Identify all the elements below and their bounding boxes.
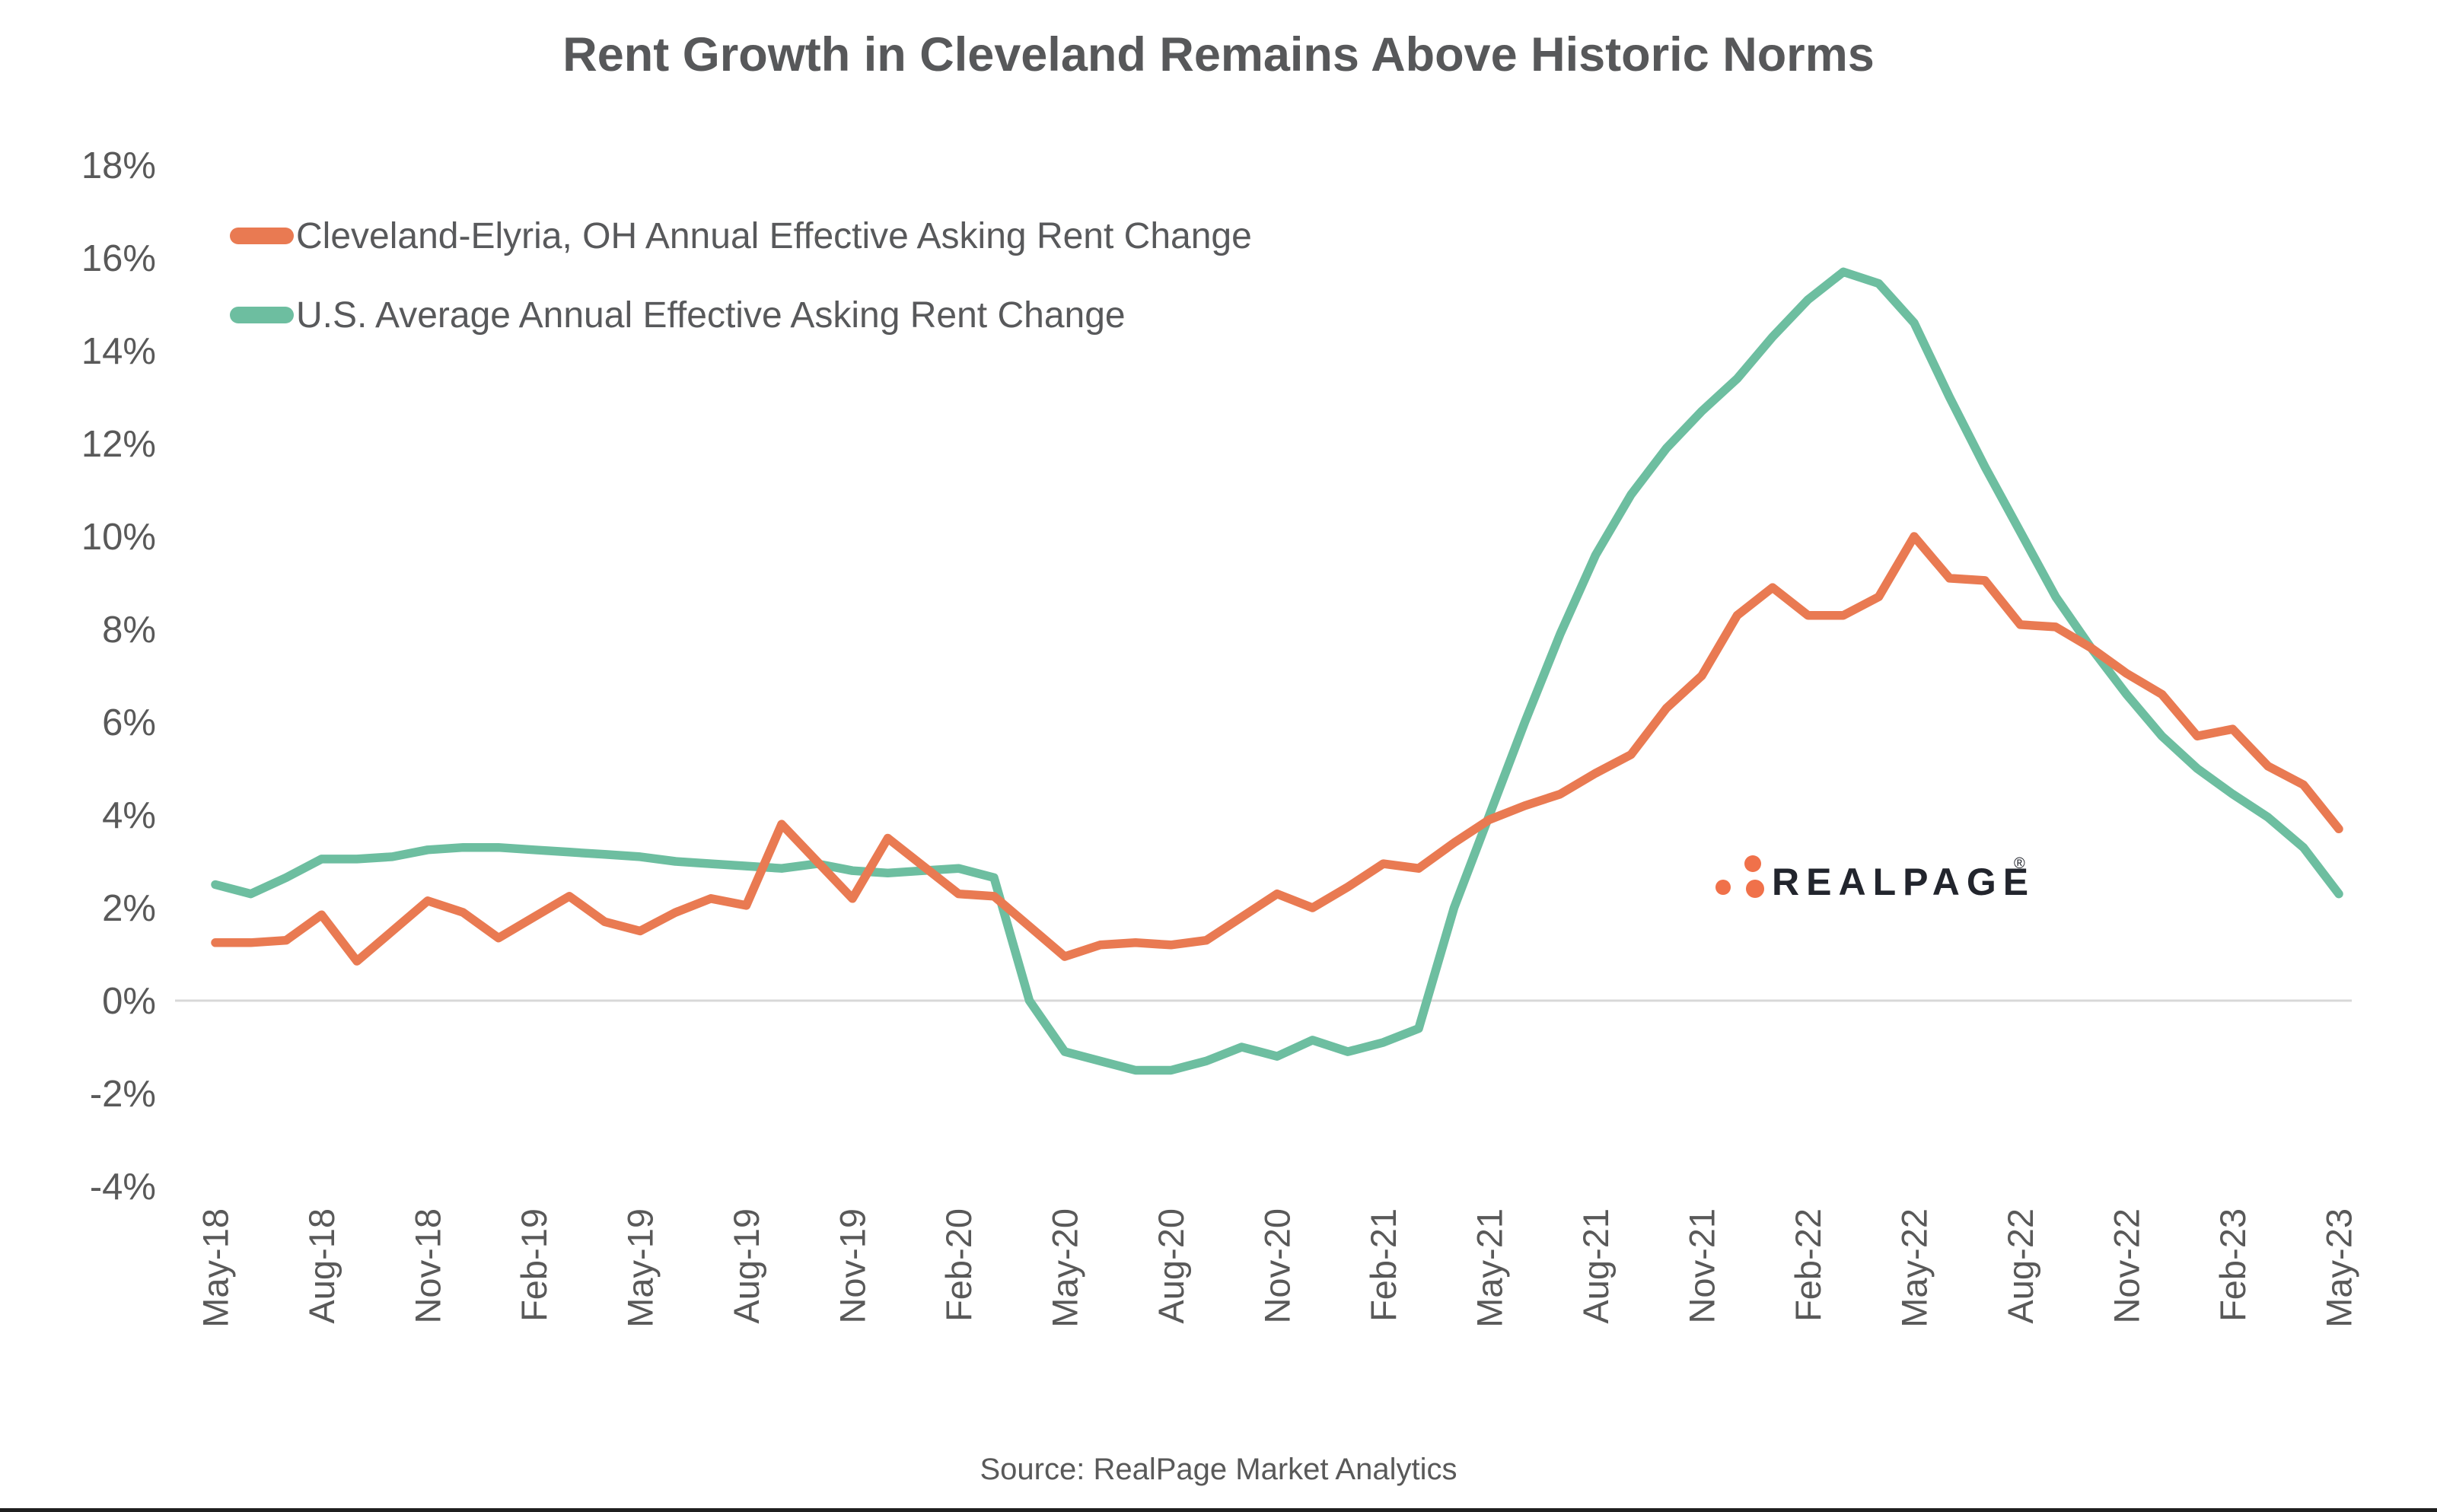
us-average-series-label: U.S. Average Annual Effective Asking Ren…: [296, 294, 1126, 336]
y-axis-tick-label: 16%: [81, 238, 156, 279]
cleveland-series-swatch: [230, 228, 294, 244]
x-axis-tick-label: May-21: [1469, 1208, 1509, 1328]
realpage-logo: REALPAGE ®: [1711, 843, 2031, 912]
logo-dot-bottom-right: [1746, 880, 1764, 898]
cleveland-line: [211, 532, 2343, 966]
logo-dot-bottom-left: [1715, 880, 1731, 895]
logo-dot-top: [1744, 855, 1761, 872]
x-axis-tick-label: May-20: [1044, 1208, 1085, 1328]
x-axis-tick-label: Feb-23: [2212, 1208, 2253, 1322]
x-axis-tick-label: Nov-20: [1257, 1208, 1297, 1324]
chart-title: Rent Growth in Cleveland Remains Above H…: [562, 28, 1875, 81]
y-axis-tick-label: 14%: [81, 331, 156, 372]
y-axis-tick-label: 8%: [102, 610, 156, 651]
logo-registered-mark: ®: [2014, 855, 2025, 872]
x-axis-tick-label: Nov-18: [407, 1208, 448, 1324]
x-axis-tick-label: Aug-20: [1151, 1208, 1191, 1324]
x-axis-tick-label: Feb-19: [514, 1208, 554, 1322]
x-axis-tick-label: Aug-21: [1575, 1208, 1616, 1324]
legend-item-cleveland: Cleveland-Elyria, OH Annual Effective As…: [230, 196, 1252, 275]
x-axis-tick-label: Nov-22: [2106, 1208, 2146, 1324]
x-axis-tick-label: May-18: [195, 1208, 235, 1328]
source-attribution: Source: RealPage Market Analytics: [980, 1453, 1457, 1486]
y-axis-tick-label: -2%: [90, 1074, 156, 1115]
x-axis-tick-label: Aug-18: [301, 1208, 342, 1324]
y-axis-tick-label: 4%: [102, 795, 156, 836]
legend: Cleveland-Elyria, OH Annual Effective As…: [230, 196, 1252, 355]
y-axis-tick-label: 18%: [81, 145, 156, 186]
logo-wordmark: REALPAGE: [1772, 861, 2036, 903]
y-axis-tick-label: 12%: [81, 424, 156, 465]
x-axis-tick-label: Feb-20: [938, 1208, 979, 1322]
us-average-series-swatch: [230, 307, 294, 323]
y-axis-tick-label: 2%: [102, 888, 156, 929]
y-axis-tick-label: 10%: [81, 517, 156, 558]
y-axis-tick-label: 0%: [102, 981, 156, 1022]
x-axis-tick-label: May-19: [620, 1208, 660, 1328]
us-average-line: [211, 267, 2343, 1075]
x-axis-tick-label: Feb-21: [1363, 1208, 1403, 1322]
x-axis-tick-label: Nov-19: [832, 1208, 872, 1324]
y-axis-tick-label: -4%: [90, 1167, 156, 1208]
cleveland-series-label: Cleveland-Elyria, OH Annual Effective As…: [296, 215, 1252, 256]
x-axis-tick-label: Aug-22: [2000, 1208, 2040, 1324]
y-axis-tick-label: 6%: [102, 702, 156, 743]
x-axis-tick-label: Aug-19: [726, 1208, 766, 1324]
x-axis-tick-label: Feb-22: [1788, 1208, 1828, 1322]
legend-item-us-average: U.S. Average Annual Effective Asking Ren…: [230, 275, 1252, 355]
x-axis-tick-label: May-23: [2318, 1208, 2359, 1328]
x-axis-tick-label: Nov-21: [1681, 1208, 1722, 1324]
x-axis-tick-label: May-22: [1894, 1208, 1934, 1328]
